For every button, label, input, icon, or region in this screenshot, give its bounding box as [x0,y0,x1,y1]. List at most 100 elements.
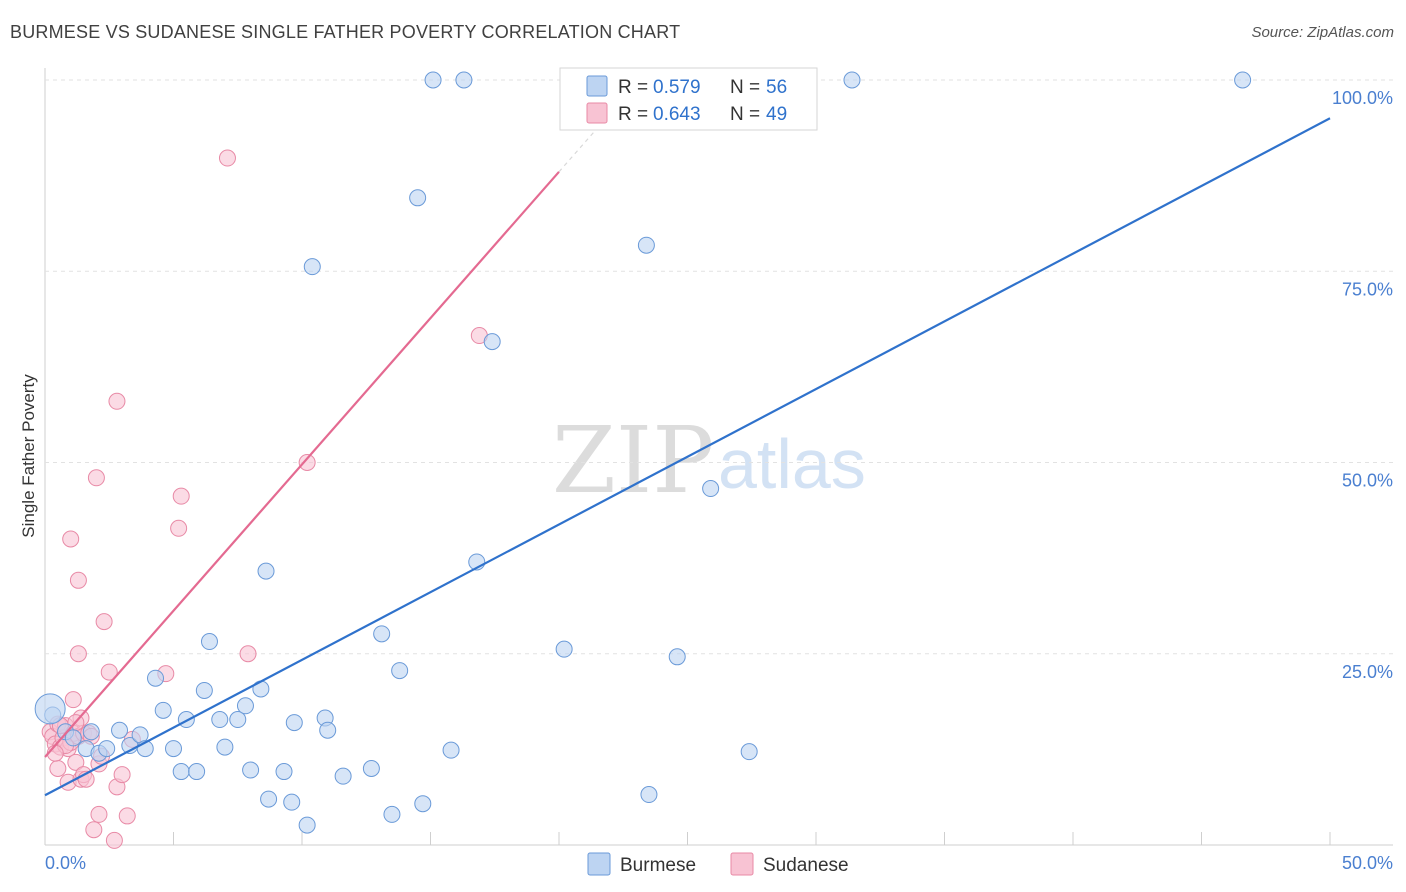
burmese-point-12 [154,701,172,719]
burmese-point-6 [98,740,116,758]
burmese-point-46 [555,640,573,658]
burmese-point-45 [483,333,501,351]
y-tick-label-25: 25.0% [1342,662,1393,682]
y-axis-label: Single Father Poverty [19,374,38,538]
sudanese-point-28 [95,613,113,631]
burmese-point-33 [319,721,337,739]
burmese-r-label: R = [618,77,648,98]
burmese-point-21 [229,711,247,729]
burmese-point-4 [82,723,100,741]
y-tick-label-50: 50.0% [1342,471,1393,491]
burmese-point-41 [424,71,442,89]
sudanese-legend-swatch [586,102,608,124]
sudanese-point-41 [298,454,316,471]
y-tick-label-100: 100.0% [1332,88,1393,108]
sudanese-point-14 [67,753,85,771]
sudanese-trend-line [44,171,560,758]
burmese-point-34 [334,767,352,785]
burmese-point-28 [283,793,301,811]
burmese-point-large [34,693,66,725]
correlation-legend: R = 0.579 N = 56 R = 0.643 N = 49 [559,67,818,131]
sudanese-r-label: R = [618,104,648,125]
burmese-point-23 [242,761,260,779]
watermark-zip: ZIP [552,407,714,514]
burmese-point-15 [177,711,195,729]
burmese-series-label: Burmese [620,855,696,876]
burmese-point-27 [275,763,293,781]
sudanese-n-value: 49 [766,104,787,125]
burmese-point-16 [188,763,206,781]
burmese-r-value: 0.579 [653,77,701,98]
burmese-point-2 [64,729,82,747]
burmese-point-53 [1234,71,1252,89]
burmese-point-43 [455,71,473,89]
burmese-series-swatch [587,852,611,876]
burmese-point-7 [111,721,129,739]
gridlines [45,79,1393,655]
burmese-n-label: N = [730,77,760,98]
burmese-point-30 [298,816,316,834]
burmese-point-22 [236,697,254,715]
x-tick-label-max: 50.0% [1342,853,1393,873]
burmese-point-51 [740,743,758,761]
burmese-n-value: 56 [766,77,787,98]
sudanese-n-label: N = [730,104,760,125]
chart-title: BURMESE VS SUDANESE SINGLE FATHER POVERT… [10,22,681,42]
burmese-point-11 [147,669,165,687]
burmese-point-14 [172,763,190,781]
burmese-point-17 [195,681,213,699]
sudanese-point-33 [113,766,131,784]
x-tick-label-min: 0.0% [45,853,86,873]
burmese-trend-line [44,117,1331,797]
burmese-point-50 [702,480,720,498]
burmese-point-39 [409,189,427,207]
sudanese-point-30 [105,831,123,849]
sudanese-point-26 [90,805,108,823]
burmese-point-48 [637,236,655,254]
burmese-point-35 [362,760,380,777]
burmese-point-18 [200,633,218,651]
sudanese-point-29 [100,663,118,681]
sudanese-trend-extension [558,127,599,173]
burmese-point-26 [257,562,275,580]
burmese-point-47 [640,786,658,804]
watermark-atlas: atlas [718,425,866,503]
sudanese-point-11 [62,530,80,548]
sudanese-point-38 [172,487,190,505]
burmese-point-20 [216,738,234,756]
burmese-point-37 [383,805,401,823]
sudanese-point-24 [85,821,103,839]
series-legend: Burmese Sudanese [587,852,849,876]
y-tick-label-75: 75.0% [1342,279,1393,299]
burmese-point-40 [414,795,432,813]
burmese-point-31 [303,258,321,276]
sudanese-series-swatch [730,852,754,876]
y-tick-labels: 25.0% 50.0% 75.0% 100.0% [1332,88,1393,682]
burmese-point-29 [285,714,303,732]
sudanese-point-34 [118,807,136,825]
sudanese-series-label: Sudanese [763,855,849,876]
burmese-point-42 [442,741,460,759]
burmese-point-36 [373,625,391,643]
sudanese-point-3 [49,760,67,777]
trend-lines [44,117,1331,797]
sudanese-point-13 [64,691,82,709]
sudanese-point-39 [218,149,236,167]
sudanese-point-37 [170,519,188,537]
sudanese-point-40 [239,645,257,663]
sudanese-point-15 [69,645,87,663]
burmese-legend-swatch [586,75,608,97]
sudanese-point-25 [87,469,105,487]
sudanese-r-value: 0.643 [653,104,701,125]
sudanese-point-16 [69,571,87,589]
source-credit: Source: ZipAtlas.com [1251,24,1394,41]
burmese-point-52 [843,71,861,89]
burmese-points [34,71,1252,834]
burmese-point-19 [211,711,229,729]
burmese-point-25 [260,790,278,808]
burmese-point-38 [391,662,409,680]
sudanese-point-32 [108,392,126,410]
burmese-point-13 [165,740,182,758]
burmese-point-49 [668,648,686,666]
